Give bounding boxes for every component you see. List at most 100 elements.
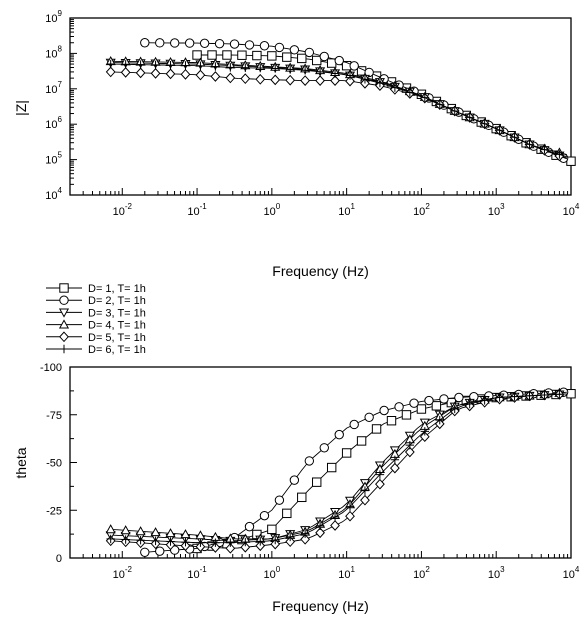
series-5-point [285, 536, 296, 548]
x-tick-label: 102 [413, 202, 430, 218]
legend-marker [58, 319, 70, 329]
series-6-point [241, 537, 250, 547]
series-4-point [150, 527, 161, 537]
series-2-point [259, 510, 270, 521]
series-5-point [345, 510, 355, 522]
series-2 [140, 38, 569, 163]
series-5-point [240, 73, 251, 85]
x-tick-label: 102 [413, 565, 430, 581]
series-5-point [210, 542, 221, 553]
x-tick-label: 103 [488, 202, 505, 218]
series-1-point [222, 50, 232, 60]
series-2-point [319, 51, 329, 62]
legend-entry-5: D= 5, T= 1h [46, 331, 146, 344]
series-4 [105, 56, 568, 157]
series-2-point [349, 419, 359, 430]
series-6-point [360, 486, 370, 495]
series-2-point [229, 39, 240, 49]
series-6-point [495, 126, 504, 135]
x-tick-label: 101 [338, 202, 355, 218]
y-tick-label: -75 [46, 410, 62, 422]
panel-phase-angle: 10-2 10-1 100 101 102 103 104 0 -25 -50 -75 -100 F… [13, 362, 580, 614]
legend-label: D= 1, T= 1h [88, 283, 146, 295]
legend-marker [59, 283, 69, 293]
series-5-point [345, 75, 355, 87]
series-1-point [341, 448, 352, 458]
series-1-point [297, 492, 307, 503]
series-2-point [214, 38, 225, 49]
series-5-point [270, 74, 281, 86]
series-6-point [196, 61, 205, 71]
series-6-point [450, 106, 459, 116]
legend-label: D= 3, T= 1h [88, 307, 146, 319]
series-6-point [285, 65, 295, 74]
series-2-point [184, 38, 195, 48]
series-2-point [274, 495, 285, 505]
y-tick-label: 106 [45, 115, 62, 131]
series-1-point [312, 477, 322, 487]
series-5-line [110, 71, 568, 160]
series-6-point [211, 538, 220, 547]
series-6-point [330, 69, 340, 78]
legend-label: D= 4, T= 1h [88, 320, 146, 332]
legend: D= 1, T= 1hD= 2, T= 1hD= 3, T= 1hD= 4, T… [46, 283, 146, 356]
panel-impedance-magnitude: 10-2 10-1 100 101 102 103 104 1041051061071081… [13, 9, 580, 279]
series-6-line [110, 63, 568, 158]
series-6-point [285, 532, 295, 542]
series-2-point [155, 546, 165, 556]
series-2-point [364, 67, 374, 78]
series-6-point [525, 391, 534, 400]
series-5-point [330, 75, 340, 87]
x-tick-labels-bottom: 10-2 10-1 100 101 102 103 104 [113, 565, 580, 581]
series-1-point [252, 50, 262, 61]
series-6-point [121, 535, 130, 544]
y-tick-labels-bottom: 0 -25 -50 -75 -100 [40, 362, 62, 565]
series-1-point [312, 55, 322, 66]
y-tick-label: 104 [45, 186, 62, 202]
series-5-point [404, 446, 415, 458]
series-6-point [300, 529, 310, 538]
series-5-point [315, 527, 325, 539]
series-6-point [540, 390, 549, 400]
series-2-point [334, 429, 344, 440]
series-1-line [197, 54, 572, 162]
series-5 [105, 66, 568, 162]
series-1-point [192, 50, 202, 60]
series-2-point [170, 38, 180, 48]
series-5-point [165, 68, 176, 80]
series-6-point [390, 455, 400, 464]
legend-entry-6: D= 6, T= 1h [46, 344, 146, 356]
series-2-point [319, 443, 329, 453]
x-tick-label: 104 [563, 565, 580, 581]
series-5-point [300, 533, 311, 545]
series-6-point [151, 60, 160, 70]
series-6-point [420, 93, 429, 102]
series-2-point [140, 547, 150, 557]
x-tick-label: 100 [263, 565, 280, 581]
series-1-point [297, 53, 307, 64]
data-marks-bottom [105, 387, 576, 557]
y-axis-label-top: |Z| [13, 100, 29, 116]
y-tick-label: 105 [45, 151, 62, 167]
series-2-point [334, 55, 344, 66]
series-5-point [375, 478, 385, 490]
series-6-point [510, 133, 519, 142]
x-tick-label: 103 [488, 565, 505, 581]
series-2-point [454, 392, 464, 403]
series-1-point [207, 50, 217, 60]
series-6-point [181, 538, 190, 547]
series-5-point [105, 66, 116, 78]
y-axis-label-bottom: theta [13, 447, 29, 478]
series-1-point [386, 416, 397, 426]
series-6-point [106, 534, 115, 544]
series-2-point [304, 456, 315, 466]
x-tick-label: 10-1 [187, 202, 207, 218]
series-6-point [480, 396, 489, 405]
x-tick-label: 101 [338, 565, 355, 581]
legend-entry-1: D= 1, T= 1h [46, 283, 146, 295]
series-2-point [289, 475, 300, 485]
y-tick-label: 0 [56, 553, 62, 565]
series-1-point [267, 51, 277, 61]
series-6-point [540, 145, 549, 154]
